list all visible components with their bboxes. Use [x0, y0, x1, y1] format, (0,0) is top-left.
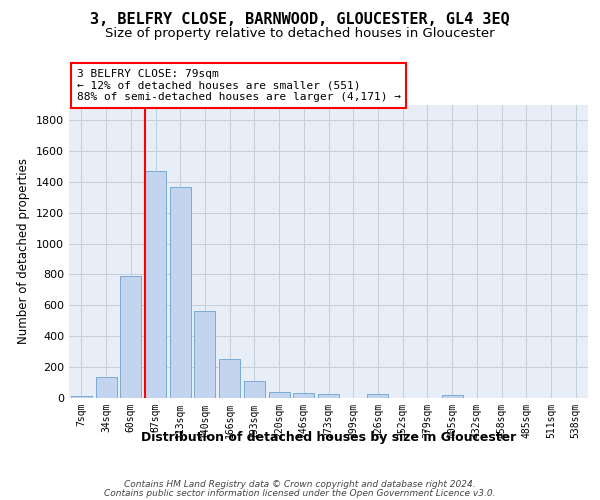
Bar [170, 186, 191, 398]
Bar [120, 276, 141, 398]
Y-axis label: Number of detached properties: Number of detached properties [17, 158, 31, 344]
Bar [269, 392, 290, 398]
Bar [95, 378, 116, 398]
Bar [293, 393, 314, 398]
Text: 3, BELFRY CLOSE, BARNWOOD, GLOUCESTER, GL4 3EQ: 3, BELFRY CLOSE, BARNWOOD, GLOUCESTER, G… [90, 12, 510, 28]
Text: Contains public sector information licensed under the Open Government Licence v3: Contains public sector information licen… [104, 488, 496, 498]
Text: Contains HM Land Registry data © Crown copyright and database right 2024.: Contains HM Land Registry data © Crown c… [124, 480, 476, 489]
Bar [367, 394, 388, 398]
Bar [219, 359, 240, 398]
Text: Size of property relative to detached houses in Gloucester: Size of property relative to detached ho… [105, 28, 495, 40]
Bar [244, 380, 265, 398]
Bar [145, 171, 166, 398]
Text: 3 BELFRY CLOSE: 79sqm
← 12% of detached houses are smaller (551)
88% of semi-det: 3 BELFRY CLOSE: 79sqm ← 12% of detached … [77, 69, 401, 102]
Bar [442, 395, 463, 398]
Bar [194, 310, 215, 398]
Bar [318, 394, 339, 398]
Text: Distribution of detached houses by size in Gloucester: Distribution of detached houses by size … [141, 431, 517, 444]
Bar [71, 396, 92, 398]
